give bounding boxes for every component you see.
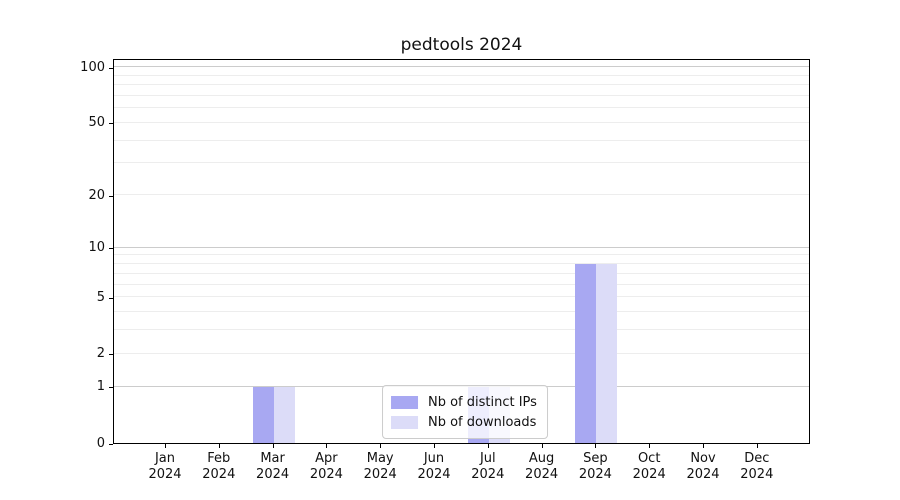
legend: Nb of distinct IPs Nb of downloads — [381, 385, 548, 439]
x-tick-label-aug: Aug 2024 — [511, 451, 573, 483]
y-tick-mark-50 — [109, 123, 113, 125]
x-tick-month: Jul — [479, 451, 496, 466]
x-tick-label-mar: Mar 2024 — [242, 451, 304, 483]
y-tick-label-10: 10 — [88, 240, 105, 256]
legend-label-downloads: Nb of downloads — [427, 414, 537, 430]
x-tick-year: 2024 — [686, 467, 720, 482]
x-tick-label-jun: Jun 2024 — [403, 451, 465, 483]
gridline-y-40 — [114, 139, 809, 141]
x-tick-month: Sep — [583, 451, 608, 466]
y-tick-mark-5 — [109, 297, 113, 299]
x-tick-mark-dec — [756, 444, 758, 448]
x-tick-year: 2024 — [471, 467, 505, 482]
y-tick-label-5: 5 — [96, 289, 105, 305]
x-tick-label-apr: Apr 2024 — [295, 451, 357, 483]
x-tick-label-oct: Oct 2024 — [618, 451, 680, 483]
gridline-y-6 — [114, 283, 809, 285]
x-tick-mark-may — [380, 444, 382, 448]
x-tick-year: 2024 — [309, 467, 343, 482]
gridline-y-90 — [114, 74, 809, 76]
x-tick-mark-feb — [218, 444, 220, 448]
gridline-y-70 — [114, 94, 809, 96]
bar-nb-of-distinct-ips-sep — [575, 264, 597, 443]
x-tick-year: 2024 — [578, 467, 612, 482]
x-tick-label-jul: Jul 2024 — [457, 451, 519, 483]
legend-swatch-downloads — [390, 415, 418, 429]
x-tick-month: Nov — [690, 451, 716, 466]
x-tick-mark-nov — [703, 444, 704, 448]
gridline-y-3 — [114, 329, 809, 331]
y-tick-mark-2 — [109, 354, 113, 356]
plot-area: Nb of distinct IPs Nb of downloads — [113, 59, 810, 444]
x-tick-label-may: May 2024 — [349, 451, 411, 483]
x-tick-month: Feb — [207, 451, 231, 466]
gridline-y-50 — [114, 121, 809, 123]
x-tick-month: Apr — [315, 451, 338, 466]
bar-nb-of-distinct-ips-mar — [252, 386, 274, 443]
x-tick-year: 2024 — [363, 467, 397, 482]
x-tick-label-jan: Jan 2024 — [134, 451, 196, 483]
x-tick-label-feb: Feb 2024 — [188, 451, 250, 483]
gridline-y-10 — [114, 246, 809, 248]
x-tick-month: Oct — [637, 451, 661, 466]
x-tick-month: May — [366, 451, 394, 466]
x-tick-month: Jan — [154, 451, 176, 466]
y-tick-mark-1 — [109, 387, 113, 389]
x-tick-mark-jun — [434, 444, 435, 448]
x-tick-year: 2024 — [417, 467, 451, 482]
gridline-y-8 — [114, 263, 809, 265]
y-tick-label-2: 2 — [96, 346, 105, 362]
x-tick-month: Jun — [423, 451, 445, 466]
legend-item-downloads: Nb of downloads — [390, 412, 537, 432]
y-tick-label-0: 0 — [96, 435, 105, 451]
y-tick-mark-100 — [109, 67, 113, 69]
gridline-y-60 — [114, 107, 809, 109]
x-tick-mark-mar — [272, 444, 274, 448]
x-tick-year: 2024 — [256, 467, 290, 482]
y-tick-label-1: 1 — [96, 379, 105, 395]
gridline-y-30 — [114, 162, 809, 164]
gridline-y-7 — [114, 272, 809, 274]
gridline-y-100 — [114, 66, 809, 68]
x-tick-label-dec: Dec 2024 — [726, 451, 788, 483]
x-tick-mark-oct — [649, 444, 651, 448]
x-tick-mark-jul — [487, 444, 489, 448]
x-tick-label-sep: Sep 2024 — [564, 451, 626, 483]
x-tick-mark-apr — [326, 444, 328, 448]
x-tick-year: 2024 — [740, 467, 774, 482]
legend-item-distinct-ips: Nb of distinct IPs — [390, 392, 537, 412]
x-tick-mark-aug — [541, 444, 543, 448]
y-tick-label-50: 50 — [88, 115, 105, 131]
x-tick-mark-sep — [595, 444, 597, 448]
x-tick-year: 2024 — [202, 467, 236, 482]
gridline-y-4 — [114, 310, 809, 312]
gridline-y-80 — [114, 84, 809, 86]
chart-title: pedtools 2024 — [400, 35, 523, 55]
y-tick-mark-20 — [109, 195, 113, 197]
gridline-y-20 — [114, 194, 809, 196]
bar-nb-of-downloads-mar — [273, 386, 295, 443]
x-tick-year: 2024 — [632, 467, 666, 482]
x-tick-month: Dec — [744, 451, 770, 466]
y-tick-label-100: 100 — [80, 59, 105, 75]
legend-label-distinct-ips: Nb of distinct IPs — [427, 394, 537, 410]
x-tick-year: 2024 — [148, 467, 182, 482]
gridline-y-5 — [114, 296, 809, 298]
bar-nb-of-downloads-sep — [596, 264, 618, 443]
y-tick-label-20: 20 — [88, 187, 105, 203]
y-tick-mark-10 — [109, 248, 113, 250]
gridline-y-9 — [114, 254, 809, 256]
legend-swatch-distinct-ips — [390, 395, 418, 409]
gridline-y-2 — [114, 352, 809, 354]
x-tick-month: Aug — [528, 451, 555, 466]
x-tick-month: Mar — [260, 451, 285, 466]
x-tick-mark-jan — [165, 444, 166, 448]
x-tick-label-nov: Nov 2024 — [672, 451, 734, 483]
x-tick-year: 2024 — [525, 467, 559, 482]
y-tick-mark-0 — [109, 443, 113, 445]
